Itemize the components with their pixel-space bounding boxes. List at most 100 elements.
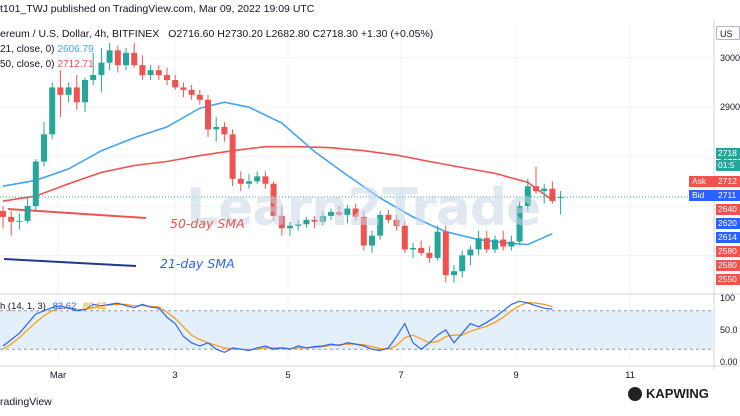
candle-body[interactable]	[123, 52, 129, 66]
candle-body[interactable]	[262, 176, 269, 184]
candle-body[interactable]	[287, 225, 293, 229]
candle-body[interactable]	[24, 206, 31, 221]
stoch-k-line	[2, 300, 553, 354]
candle-body[interactable]	[311, 219, 318, 222]
candle-body[interactable]	[57, 87, 64, 95]
candle-body[interactable]	[508, 241, 515, 247]
price-axis-label: 2620	[716, 218, 740, 229]
price-axis-label: 2614	[716, 232, 740, 243]
candle-body[interactable]	[229, 134, 236, 179]
candle-body[interactable]	[467, 249, 474, 256]
candle-body[interactable]	[205, 99, 211, 130]
sma21-annotation: 21-day SMA	[160, 256, 235, 271]
candle-body[interactable]	[0, 210, 6, 217]
published-line: t101_TWJ published on TradingView.com, M…	[0, 3, 315, 15]
candle-body[interactable]	[114, 50, 121, 66]
candle-body[interactable]	[500, 239, 507, 247]
ma21-label: 21, close, 0)	[0, 44, 55, 55]
candle-body[interactable]	[73, 87, 80, 103]
price-axis-label: 2718	[716, 148, 740, 159]
ma21-legend: 21, close, 0) 2606.79	[0, 44, 94, 55]
time-tick-label: 7	[398, 370, 403, 381]
candle-body[interactable]	[401, 225, 408, 250]
candle-body[interactable]	[377, 214, 384, 236]
price-tick-label: 2900	[720, 102, 740, 112]
candle-body[interactable]	[8, 216, 15, 222]
candle-body[interactable]	[459, 255, 466, 272]
candle-body[interactable]	[82, 80, 88, 103]
candle-body[interactable]	[172, 80, 179, 88]
candle-body[interactable]	[65, 87, 72, 95]
candle-body[interactable]	[418, 248, 425, 253]
price-axis-label: 2712	[716, 176, 740, 187]
price-axis-label: 2580	[716, 260, 740, 271]
candles[interactable]	[0, 42, 564, 283]
candle-body[interactable]	[426, 252, 433, 258]
candle-body[interactable]	[213, 126, 220, 130]
candle-body[interactable]	[434, 231, 441, 258]
candle-body[interactable]	[155, 70, 162, 76]
candle-body[interactable]	[352, 208, 359, 217]
candle-body[interactable]	[196, 94, 203, 100]
candle-body[interactable]	[131, 52, 138, 66]
sma-line	[2, 145, 553, 202]
candle-body[interactable]	[295, 224, 302, 226]
ma50-legend: 50, close, 0) 2712.71	[0, 59, 94, 70]
ma50-value: 2712.71	[57, 59, 94, 70]
candle-body[interactable]	[147, 70, 154, 76]
candle-body[interactable]	[270, 183, 277, 216]
candle-body[interactable]	[410, 248, 416, 250]
stoch-band	[0, 310, 714, 350]
candle-body[interactable]	[16, 220, 23, 222]
candle-body[interactable]	[188, 89, 195, 95]
candle-body[interactable]	[254, 176, 261, 182]
ma21-value: 2606.79	[57, 44, 94, 55]
ma50-label: 50, close, 0)	[0, 59, 55, 70]
candle-body[interactable]	[32, 161, 39, 206]
symbol-name: ereum / U.S. Dollar, 4h, BITFINEX	[0, 28, 160, 40]
time-tick-label: Mar	[50, 370, 66, 381]
stoch-legend: h (14, 1, 3) 82.62 86.62	[0, 301, 107, 312]
candle-body[interactable]	[328, 211, 334, 216]
price-axis-label: 2550	[716, 274, 740, 285]
time-tick-label: 3	[172, 370, 177, 381]
candle-body[interactable]	[541, 188, 548, 192]
candle-body[interactable]	[557, 196, 564, 198]
time-tick-label: 9	[513, 370, 518, 381]
candle-body[interactable]	[393, 219, 400, 226]
candle-body[interactable]	[106, 50, 113, 63]
candle-body[interactable]	[98, 62, 105, 76]
candle-body[interactable]	[533, 186, 539, 192]
candle-body[interactable]	[483, 238, 490, 250]
candle-body[interactable]	[49, 87, 56, 135]
candle-body[interactable]	[180, 87, 187, 90]
candle-body[interactable]	[369, 235, 375, 246]
stoch-tick-label: 100	[720, 293, 735, 303]
candle-body[interactable]	[164, 75, 170, 80]
candle-body[interactable]	[221, 126, 228, 135]
candle-body[interactable]	[475, 238, 482, 250]
candle-body[interactable]	[344, 208, 351, 215]
candle-body[interactable]	[41, 134, 47, 162]
currency-button[interactable]: US	[716, 26, 740, 40]
candle-body[interactable]	[385, 214, 392, 220]
ask-label: Ask	[689, 176, 716, 187]
candle-body[interactable]	[237, 178, 244, 184]
candle-body[interactable]	[451, 271, 457, 276]
candle-body[interactable]	[516, 206, 523, 242]
candle-body[interactable]	[524, 186, 531, 206]
candle-body[interactable]	[549, 188, 556, 202]
candle-body[interactable]	[90, 75, 97, 80]
candle-body[interactable]	[139, 65, 146, 76]
candle-body[interactable]	[492, 239, 498, 250]
candle-body[interactable]	[442, 231, 449, 276]
candle-body[interactable]	[246, 181, 252, 184]
candle-body[interactable]	[303, 219, 310, 225]
candle-body[interactable]	[319, 215, 326, 222]
price-axis-label: 2640	[716, 204, 740, 215]
candle-body[interactable]	[278, 215, 285, 229]
candle-body[interactable]	[336, 211, 343, 215]
kapwing-icon	[628, 386, 642, 401]
candle-body[interactable]	[360, 216, 367, 246]
